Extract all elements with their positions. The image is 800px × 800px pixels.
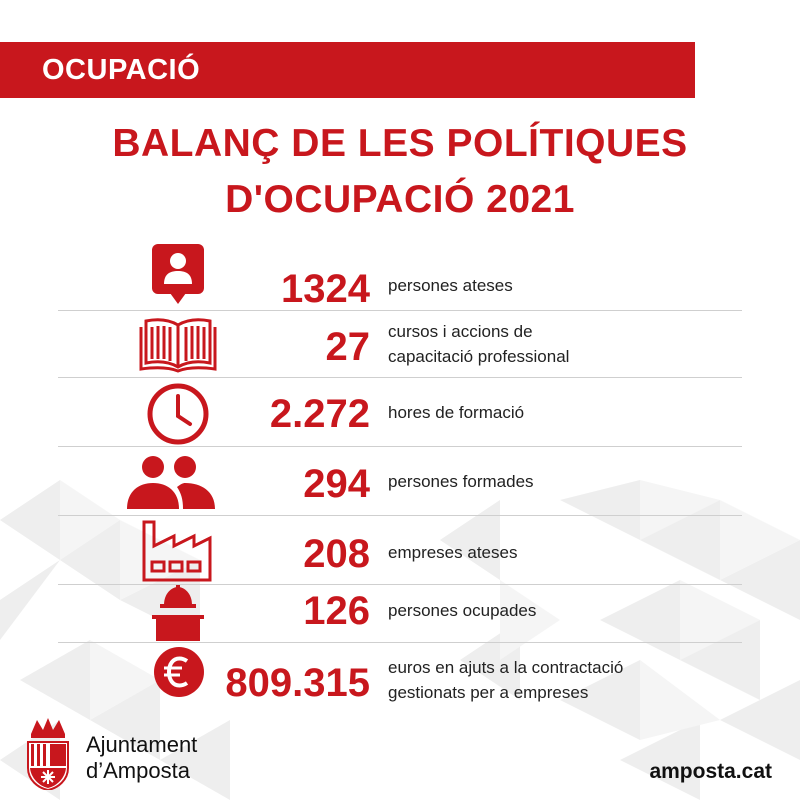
stat-row: 27 cursos i accions de capacitació profe… bbox=[0, 311, 800, 377]
people-group-icon bbox=[127, 456, 215, 509]
open-book-icon bbox=[139, 318, 217, 373]
stat-row: 809.315 euros en ajuts a la contractació… bbox=[0, 643, 800, 713]
stat-label: empreses ateses bbox=[388, 543, 518, 562]
stat-value: 809.315 bbox=[225, 661, 370, 705]
stat-value: 1324 bbox=[281, 267, 370, 311]
stat-value: 126 bbox=[303, 589, 370, 633]
title-line-1: BALANÇ DE LES POLÍTIQUES bbox=[112, 122, 688, 165]
stat-row: 1324 persones ateses bbox=[0, 240, 800, 311]
stat-value: 2.272 bbox=[269, 392, 370, 436]
municipal-shield-logo bbox=[27, 718, 69, 790]
row-divider bbox=[58, 310, 742, 311]
stat-value: 294 bbox=[303, 462, 370, 506]
organization-name: Ajuntament d’Amposta bbox=[86, 732, 197, 784]
row-divider bbox=[58, 584, 742, 585]
row-divider bbox=[58, 446, 742, 447]
category-label: OCUPACIÓ bbox=[42, 54, 201, 86]
stat-label-line-2: capacitació professional bbox=[388, 347, 570, 366]
stat-value: 27 bbox=[325, 325, 371, 369]
page-title: BALANÇ DE LES POLÍTIQUES D'OCUPACIÓ 2021 bbox=[0, 116, 800, 228]
row-divider bbox=[58, 642, 742, 643]
stat-row: 294 persones formades bbox=[0, 447, 800, 515]
org-name-line-1: Ajuntament bbox=[86, 732, 198, 757]
stat-label: persones ateses bbox=[388, 276, 513, 295]
row-divider bbox=[58, 377, 742, 378]
stat-row: 2.272 hores de formació bbox=[0, 378, 800, 446]
stat-label-line-1: cursos i accions de bbox=[388, 322, 533, 341]
stat-value: 208 bbox=[303, 532, 370, 576]
stat-label-line-1: euros en ajuts a la contractació bbox=[388, 658, 624, 677]
euro-coin-icon bbox=[154, 647, 204, 697]
stat-label: persones ocupades bbox=[388, 601, 537, 620]
stat-label: persones formades bbox=[388, 472, 534, 491]
worker-helmet-icon bbox=[152, 585, 204, 641]
factory-icon bbox=[142, 520, 212, 582]
person-badge-icon bbox=[152, 244, 204, 304]
row-divider bbox=[58, 515, 742, 516]
website-link[interactable]: amposta.cat bbox=[649, 760, 772, 783]
stat-label: euros en ajuts a la contractació gestion… bbox=[388, 655, 623, 705]
title-line-2: D'OCUPACIÓ 2021 bbox=[225, 178, 575, 221]
clock-icon bbox=[147, 383, 209, 445]
category-banner: OCUPACIÓ bbox=[0, 42, 695, 98]
stat-label: cursos i accions de capacitació professi… bbox=[388, 319, 569, 369]
stat-label: hores de formació bbox=[388, 403, 525, 422]
org-name-line-2: d’Amposta bbox=[86, 758, 190, 783]
stat-row: 208 empreses ateses bbox=[0, 516, 800, 584]
stat-label-line-2: gestionats per a empreses bbox=[388, 683, 589, 702]
stat-row: 126 persones ocupades bbox=[0, 585, 800, 642]
background-triangle-pattern bbox=[0, 480, 800, 800]
